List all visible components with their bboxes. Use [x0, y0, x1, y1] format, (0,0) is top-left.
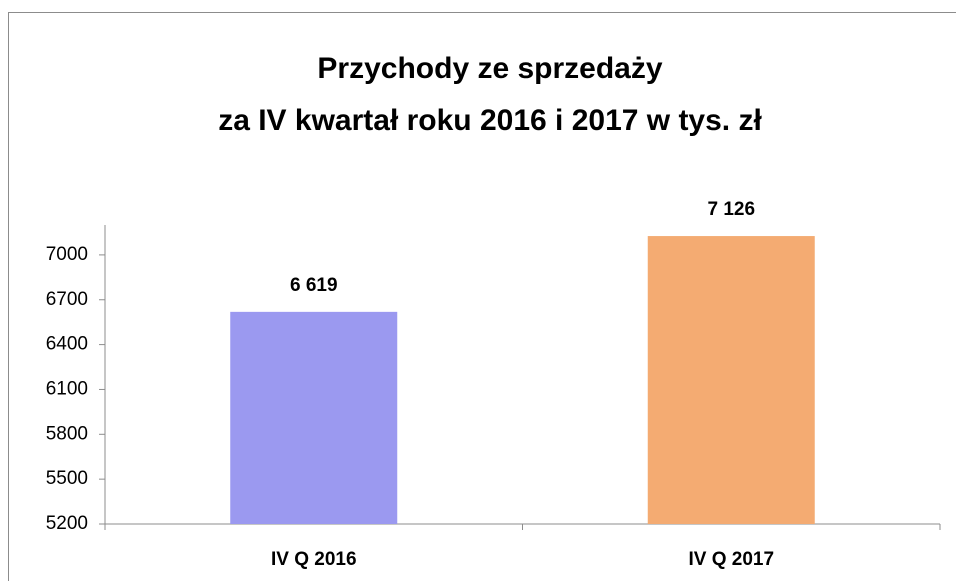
y-tick-label: 6100 — [46, 378, 88, 399]
x-tick-label: IV Q 2017 — [688, 549, 774, 570]
y-tick-label: 6400 — [46, 334, 88, 355]
y-tick-label: 5500 — [46, 468, 88, 489]
chart-title: Przychody ze sprzedaży — [317, 52, 662, 85]
y-tick-label: 5200 — [46, 513, 88, 534]
y-tick-label: 6700 — [46, 289, 88, 310]
x-tick-label: IV Q 2016 — [271, 549, 357, 570]
chart-title: za IV kwartał roku 2016 i 2017 w tys. zł — [218, 104, 762, 137]
bar — [230, 311, 398, 524]
data-label: 6 619 — [290, 275, 338, 296]
bar — [647, 236, 815, 525]
data-label: 7 126 — [707, 199, 755, 220]
y-tick-label: 5800 — [46, 423, 88, 444]
y-tick-label: 7000 — [46, 244, 88, 265]
